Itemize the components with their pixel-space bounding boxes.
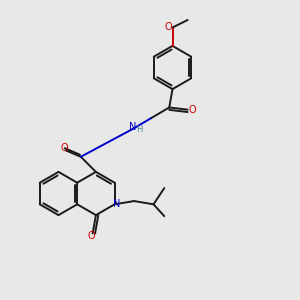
Text: N: N [113, 199, 121, 209]
Text: O: O [165, 22, 172, 32]
Text: O: O [60, 143, 68, 153]
Text: O: O [87, 232, 95, 242]
Text: H: H [136, 125, 142, 134]
Text: O: O [188, 105, 196, 115]
Text: N: N [129, 122, 136, 132]
